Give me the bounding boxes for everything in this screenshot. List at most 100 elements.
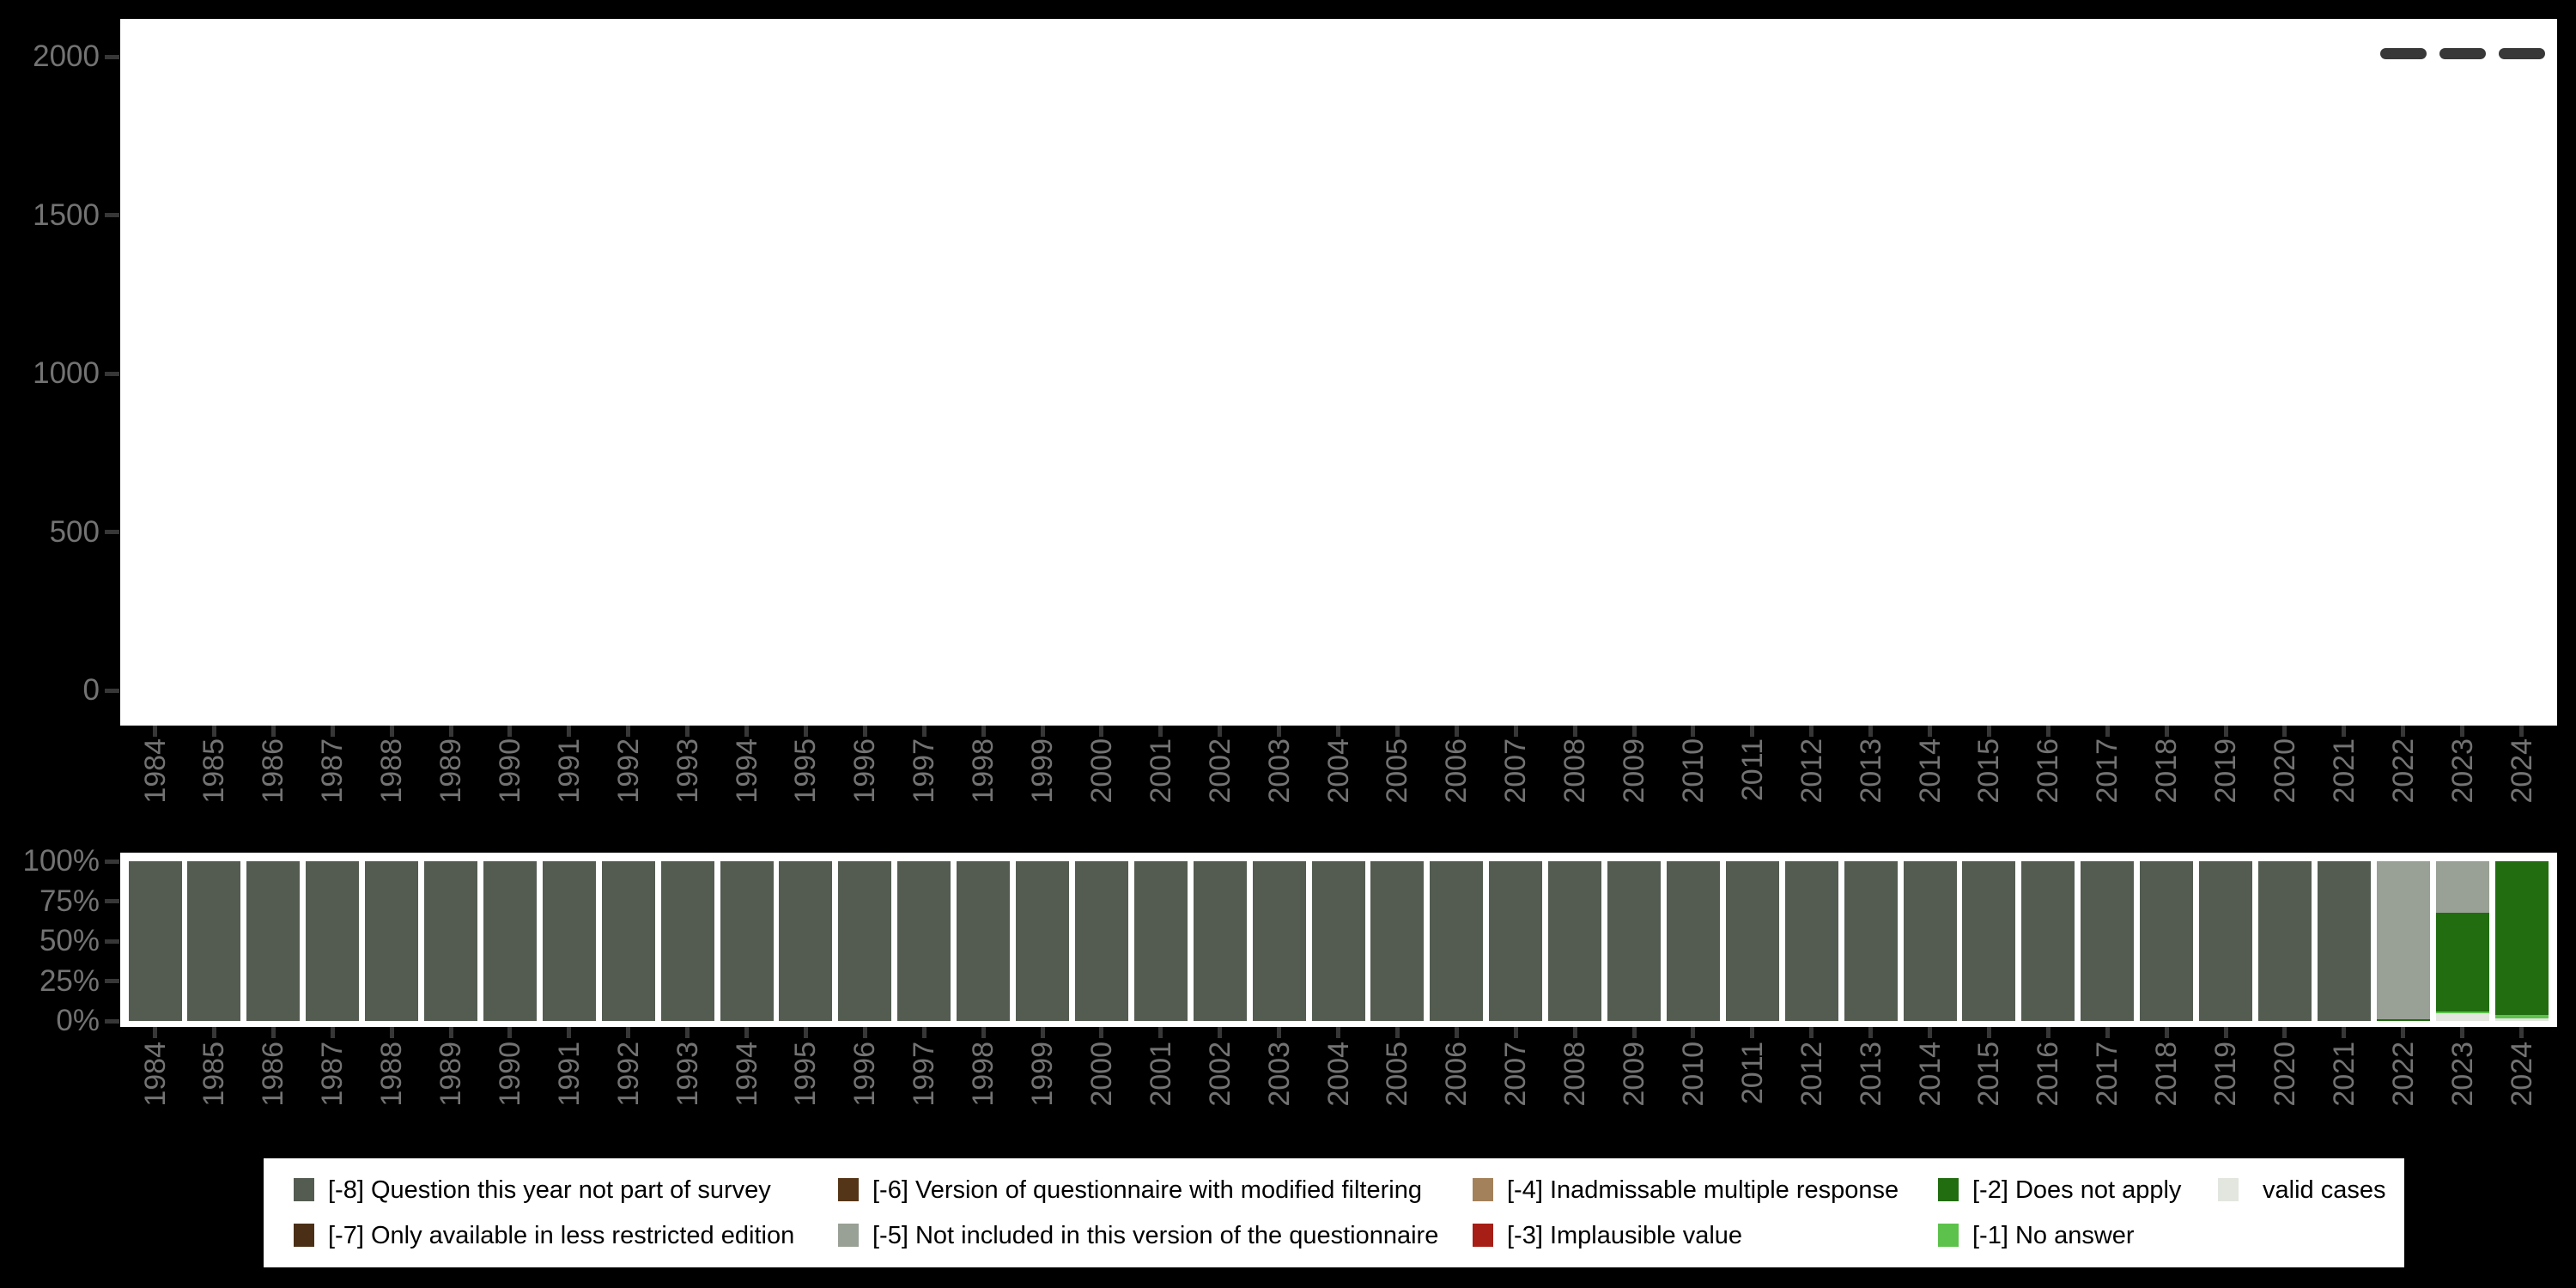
stacked-bar-1998 bbox=[957, 861, 1010, 1021]
x-tick-label: 2003 bbox=[1265, 738, 1294, 816]
y-tick bbox=[105, 1019, 119, 1024]
x-tick bbox=[1395, 726, 1400, 737]
x-tick-label: 1992 bbox=[614, 1042, 643, 1119]
x-tick-label: 2010 bbox=[1679, 1042, 1708, 1119]
x-tick-label: 2001 bbox=[1146, 738, 1176, 816]
x-tick bbox=[2224, 1027, 2228, 1038]
x-tick-label: 1990 bbox=[495, 1042, 525, 1119]
bar-segment--8 bbox=[1548, 861, 1601, 1021]
x-tick bbox=[981, 726, 986, 737]
legend-label--6: [-6] Version of questionnaire with modif… bbox=[872, 1176, 1422, 1204]
distribution-chart-panel bbox=[120, 19, 2557, 726]
x-tick-label: 2020 bbox=[2270, 1042, 2300, 1119]
x-tick bbox=[331, 726, 335, 737]
x-tick bbox=[804, 726, 808, 737]
x-tick bbox=[2342, 1027, 2346, 1038]
x-tick-label: 2018 bbox=[2152, 1042, 2181, 1119]
x-tick bbox=[271, 726, 276, 737]
x-tick bbox=[1928, 726, 1932, 737]
bar-segment--8 bbox=[1607, 861, 1661, 1021]
stacked-bar-2009 bbox=[1607, 861, 1661, 1021]
y-tick bbox=[105, 979, 119, 983]
legend-swatch--1 bbox=[1938, 1224, 1959, 1247]
legend-swatch--6 bbox=[838, 1178, 859, 1201]
stacked-bar-1986 bbox=[246, 861, 300, 1021]
bar-segment--8 bbox=[1904, 861, 1957, 1021]
x-tick-label: 2021 bbox=[2330, 738, 2359, 816]
bar-segment--8 bbox=[957, 861, 1010, 1021]
stacked-bar-2016 bbox=[2021, 861, 2075, 1021]
bar-segment--8 bbox=[2318, 861, 2371, 1021]
x-tick-label: 1986 bbox=[258, 738, 288, 816]
y-tick bbox=[105, 530, 119, 534]
stacked-bar-1992 bbox=[602, 861, 655, 1021]
x-tick bbox=[271, 1027, 276, 1038]
x-tick bbox=[212, 1027, 216, 1038]
bar-segment--8 bbox=[2140, 861, 2193, 1021]
x-tick bbox=[922, 726, 927, 737]
x-tick bbox=[507, 726, 512, 737]
x-tick-label: 1985 bbox=[199, 738, 228, 816]
bar-segment--8 bbox=[1726, 861, 1779, 1021]
x-tick bbox=[2165, 726, 2169, 737]
x-tick-label: 1994 bbox=[732, 738, 762, 816]
bar-segment--8 bbox=[483, 861, 537, 1021]
stacked-bar-1993 bbox=[661, 861, 714, 1021]
x-tick bbox=[2165, 1027, 2169, 1038]
x-tick bbox=[1750, 1027, 1754, 1038]
x-tick bbox=[1573, 726, 1577, 737]
y-tick bbox=[105, 689, 119, 693]
legend-swatch--5 bbox=[838, 1224, 859, 1247]
x-tick-label: 1987 bbox=[318, 738, 347, 816]
dash-marker-2022 bbox=[2380, 48, 2427, 59]
x-tick bbox=[804, 1027, 808, 1038]
stacked-bar-1984 bbox=[129, 861, 182, 1021]
y-tick bbox=[105, 55, 119, 59]
x-tick bbox=[685, 1027, 690, 1038]
x-tick bbox=[1158, 1027, 1163, 1038]
x-tick bbox=[922, 1027, 927, 1038]
x-tick-label: 1986 bbox=[258, 1042, 288, 1119]
x-tick bbox=[2105, 1027, 2110, 1038]
x-tick-label: 2023 bbox=[2448, 1042, 2477, 1119]
stacked-bar-2002 bbox=[1194, 861, 1247, 1021]
x-tick-label: 2002 bbox=[1206, 738, 1235, 816]
x-tick-label: 2024 bbox=[2507, 738, 2537, 816]
legend-label--7: [-7] Only available in less restricted e… bbox=[328, 1222, 794, 1249]
bar-segment--8 bbox=[187, 861, 240, 1021]
x-tick-label: 1998 bbox=[969, 738, 998, 816]
bar-segment--8 bbox=[779, 861, 832, 1021]
bar-segment--8 bbox=[661, 861, 714, 1021]
stacked-bar-2006 bbox=[1430, 861, 1483, 1021]
y-tick-label: 2000 bbox=[33, 41, 100, 72]
x-tick bbox=[449, 1027, 453, 1038]
stacked-bar-2004 bbox=[1312, 861, 1365, 1021]
x-tick-label: 1999 bbox=[1028, 738, 1057, 816]
x-tick bbox=[2460, 726, 2464, 737]
stacked-bar-2014 bbox=[1904, 861, 1957, 1021]
bar-segment--8 bbox=[1194, 861, 1247, 1021]
x-tick-label: 2008 bbox=[1560, 738, 1589, 816]
x-tick-label: 2006 bbox=[1442, 1042, 1471, 1119]
x-tick bbox=[626, 1027, 630, 1038]
x-tick bbox=[2519, 1027, 2524, 1038]
x-tick bbox=[2401, 726, 2405, 737]
y-tick bbox=[105, 939, 119, 944]
bar-segment--8 bbox=[1370, 861, 1424, 1021]
x-tick bbox=[626, 726, 630, 737]
x-tick-label: 2012 bbox=[1797, 1042, 1826, 1119]
y-tick-label: 1500 bbox=[33, 200, 100, 231]
x-tick-label: 2019 bbox=[2211, 738, 2240, 816]
stacked-bar-1989 bbox=[424, 861, 477, 1021]
x-tick-label: 2001 bbox=[1146, 1042, 1176, 1119]
legend-label--8: [-8] Question this year not part of surv… bbox=[328, 1176, 771, 1204]
x-tick-label: 1995 bbox=[791, 738, 820, 816]
stacked-bar-2005 bbox=[1370, 861, 1424, 1021]
x-tick-label: 1988 bbox=[377, 1042, 406, 1119]
bar-segment--8 bbox=[1489, 861, 1542, 1021]
y-tick-label: 100% bbox=[22, 846, 100, 877]
stacked-bar-2019 bbox=[2199, 861, 2252, 1021]
x-tick bbox=[212, 726, 216, 737]
bar-segment--8 bbox=[720, 861, 774, 1021]
y-tick-label: 50% bbox=[39, 926, 100, 957]
